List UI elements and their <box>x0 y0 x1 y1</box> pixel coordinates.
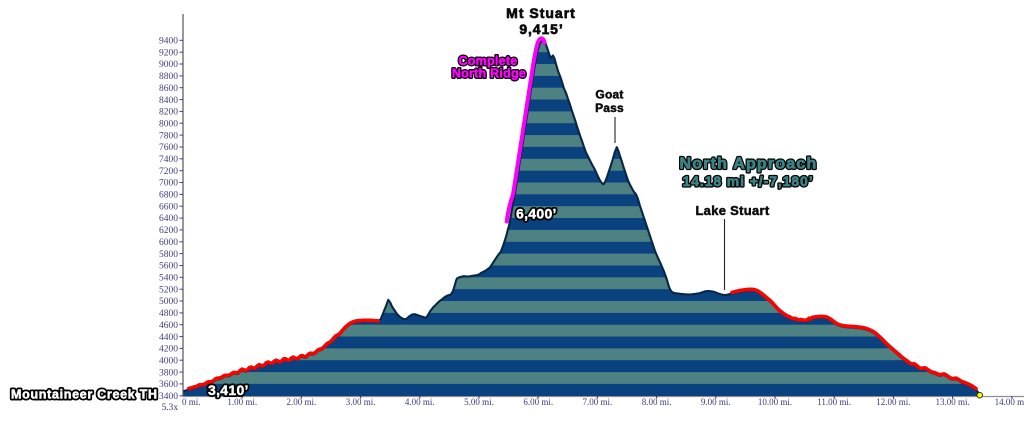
svg-text:Mountaineer Creek TH: Mountaineer Creek TH <box>11 388 158 402</box>
svg-text:5800: 5800 <box>159 250 178 260</box>
svg-text:Goat: Goat <box>595 88 623 102</box>
svg-text:7400: 7400 <box>159 155 178 165</box>
svg-text:6,400’: 6,400’ <box>516 205 557 221</box>
svg-text:North Ridge: North Ridge <box>452 67 526 81</box>
svg-text:3,410’: 3,410’ <box>208 382 249 398</box>
svg-text:5400: 5400 <box>159 274 178 284</box>
svg-text:Pass: Pass <box>595 101 624 115</box>
svg-text:5.3x: 5.3x <box>162 403 179 413</box>
svg-text:8600: 8600 <box>159 84 178 94</box>
svg-text:6,400’: 6,400’ <box>516 205 557 221</box>
svg-text:14.18 mi +/-7,180’: 14.18 mi +/-7,180’ <box>682 173 813 189</box>
svg-text:5200: 5200 <box>159 285 178 295</box>
svg-text:12.00 mi.: 12.00 mi. <box>876 397 910 407</box>
svg-text:4000: 4000 <box>159 356 178 366</box>
svg-text:5000: 5000 <box>159 297 178 307</box>
svg-text:4400: 4400 <box>159 333 178 343</box>
svg-text:6000: 6000 <box>159 238 178 248</box>
svg-text:9400: 9400 <box>159 37 178 47</box>
svg-text:3800: 3800 <box>159 368 178 378</box>
svg-text:9,415’: 9,415’ <box>519 21 563 37</box>
svg-text:North Approach: North Approach <box>680 156 818 173</box>
svg-text:Complete: Complete <box>459 54 518 68</box>
svg-text:8000: 8000 <box>159 120 178 130</box>
svg-text:6600: 6600 <box>159 202 178 212</box>
svg-text:4600: 4600 <box>159 321 178 331</box>
svg-text:Mt Stuart: Mt Stuart <box>506 5 576 21</box>
svg-text:6400: 6400 <box>159 214 178 224</box>
svg-text:3600: 3600 <box>159 380 178 390</box>
svg-text:6200: 6200 <box>159 226 178 236</box>
svg-text:4200: 4200 <box>159 345 178 355</box>
svg-text:6800: 6800 <box>159 191 178 201</box>
svg-text:9000: 9000 <box>159 60 178 70</box>
svg-text:14.00 mi.: 14.00 mi. <box>995 397 1024 407</box>
svg-text:7000: 7000 <box>159 179 178 189</box>
svg-text:0 mi.: 0 mi. <box>182 397 201 407</box>
svg-text:7800: 7800 <box>159 131 178 141</box>
svg-text:14.18 mi +/-7,180’: 14.18 mi +/-7,180’ <box>682 173 813 189</box>
svg-text:9200: 9200 <box>159 48 178 58</box>
svg-text:8.00 mi.: 8.00 mi. <box>642 397 672 407</box>
svg-text:9.00 mi.: 9.00 mi. <box>701 397 731 407</box>
svg-text:3.00 mi.: 3.00 mi. <box>346 397 376 407</box>
svg-text:7600: 7600 <box>159 143 178 153</box>
svg-text:7.00 mi.: 7.00 mi. <box>583 397 613 407</box>
svg-text:8800: 8800 <box>159 72 178 82</box>
svg-text:7200: 7200 <box>159 167 178 177</box>
svg-text:13.00 mi.: 13.00 mi. <box>935 397 969 407</box>
svg-text:5600: 5600 <box>159 262 178 272</box>
svg-text:8200: 8200 <box>159 108 178 118</box>
svg-text:North Ridge: North Ridge <box>452 67 526 81</box>
svg-text:5.00 mi.: 5.00 mi. <box>464 397 494 407</box>
svg-text:North Approach: North Approach <box>680 156 818 173</box>
svg-text:Complete: Complete <box>459 54 518 68</box>
svg-text:3,410’: 3,410’ <box>208 382 249 398</box>
svg-text:Mountaineer Creek TH: Mountaineer Creek TH <box>11 388 158 402</box>
svg-text:10.00 mi.: 10.00 mi. <box>758 397 792 407</box>
svg-text:4800: 4800 <box>159 309 178 319</box>
svg-text:8400: 8400 <box>159 96 178 106</box>
svg-text:3400: 3400 <box>159 392 178 402</box>
svg-text:6.00 mi.: 6.00 mi. <box>523 397 553 407</box>
svg-text:11.00 mi.: 11.00 mi. <box>817 397 851 407</box>
svg-text:2.00 mi.: 2.00 mi. <box>287 397 317 407</box>
svg-text:4.00 mi.: 4.00 mi. <box>405 397 435 407</box>
svg-text:1.00 mi.: 1.00 mi. <box>227 397 257 407</box>
svg-text:Lake Stuart: Lake Stuart <box>695 203 769 218</box>
